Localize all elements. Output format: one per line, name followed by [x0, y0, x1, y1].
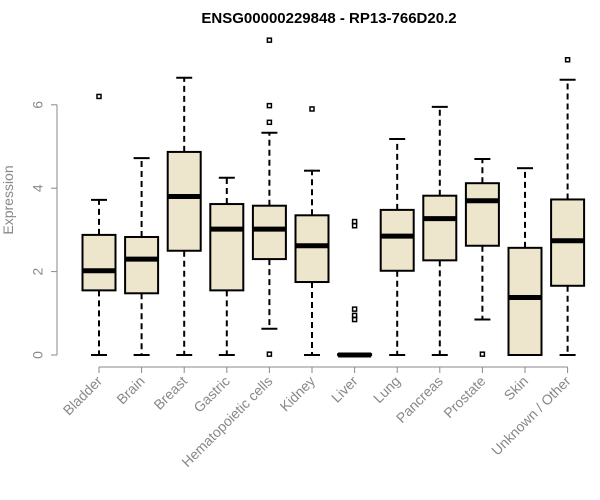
outlier-point: [479, 351, 486, 357]
iqr-box: [81, 233, 117, 292]
outlier-point: [266, 119, 273, 126]
y-tick-label: 2: [30, 267, 46, 275]
box-group: [507, 167, 543, 356]
x-tick-label: Gastric: [190, 373, 233, 416]
box-group: [294, 106, 330, 356]
y-tick-label: 4: [30, 184, 46, 192]
y-tick-label: 6: [30, 101, 46, 109]
iqr-box: [379, 208, 415, 272]
x-tick-label: Skin: [501, 373, 532, 404]
box-group: [81, 93, 117, 356]
iqr-box: [251, 204, 287, 261]
box-series: [81, 37, 586, 358]
box-group: [422, 105, 458, 356]
outlier-point: [564, 57, 571, 63]
iqr-box: [422, 194, 458, 262]
outlier-point: [309, 106, 315, 112]
outlier-point: [351, 306, 358, 312]
outlier-point: [351, 312, 358, 319]
box-group: [337, 218, 373, 358]
iqr-box: [209, 203, 245, 292]
chart-title: ENSG00000229848 - RP13-766D20.2: [201, 10, 456, 27]
x-tick-label: Kidney: [277, 373, 319, 415]
box-group: [379, 137, 415, 356]
y-tick-label: 0: [30, 351, 46, 359]
outlier-point: [266, 102, 273, 109]
iqr-box: [166, 150, 202, 252]
outlier-point: [351, 218, 358, 225]
x-tick-label: Lung: [370, 373, 403, 406]
box-group: [464, 158, 500, 357]
x-tick-label: Breast: [150, 373, 190, 413]
outlier-point: [266, 37, 273, 43]
x-tick-label: Unknown / Other: [488, 373, 574, 459]
iqr-box: [294, 214, 330, 284]
x-tick-label: Brain: [113, 373, 147, 407]
y-axis-label: Expression: [0, 165, 16, 234]
box-group: [209, 176, 245, 356]
iqr-box: [464, 182, 500, 247]
iqr-box: [124, 235, 160, 295]
x-tick-label: Prostate: [440, 373, 488, 421]
box-group: [124, 157, 160, 356]
x-tick-label: Pancreas: [393, 373, 446, 426]
outlier-point: [351, 222, 358, 229]
outlier-point: [96, 93, 102, 100]
outlier-point: [351, 316, 358, 323]
x-tick-label: Liver: [328, 373, 361, 406]
outlier-point: [266, 351, 273, 357]
box-group: [166, 76, 202, 356]
y-axis: 0 2 4 6: [30, 101, 58, 359]
box-group: [251, 37, 287, 357]
iqr-box: [507, 246, 543, 356]
x-tick-label: Bladder: [60, 373, 106, 419]
box-group: [550, 57, 586, 356]
